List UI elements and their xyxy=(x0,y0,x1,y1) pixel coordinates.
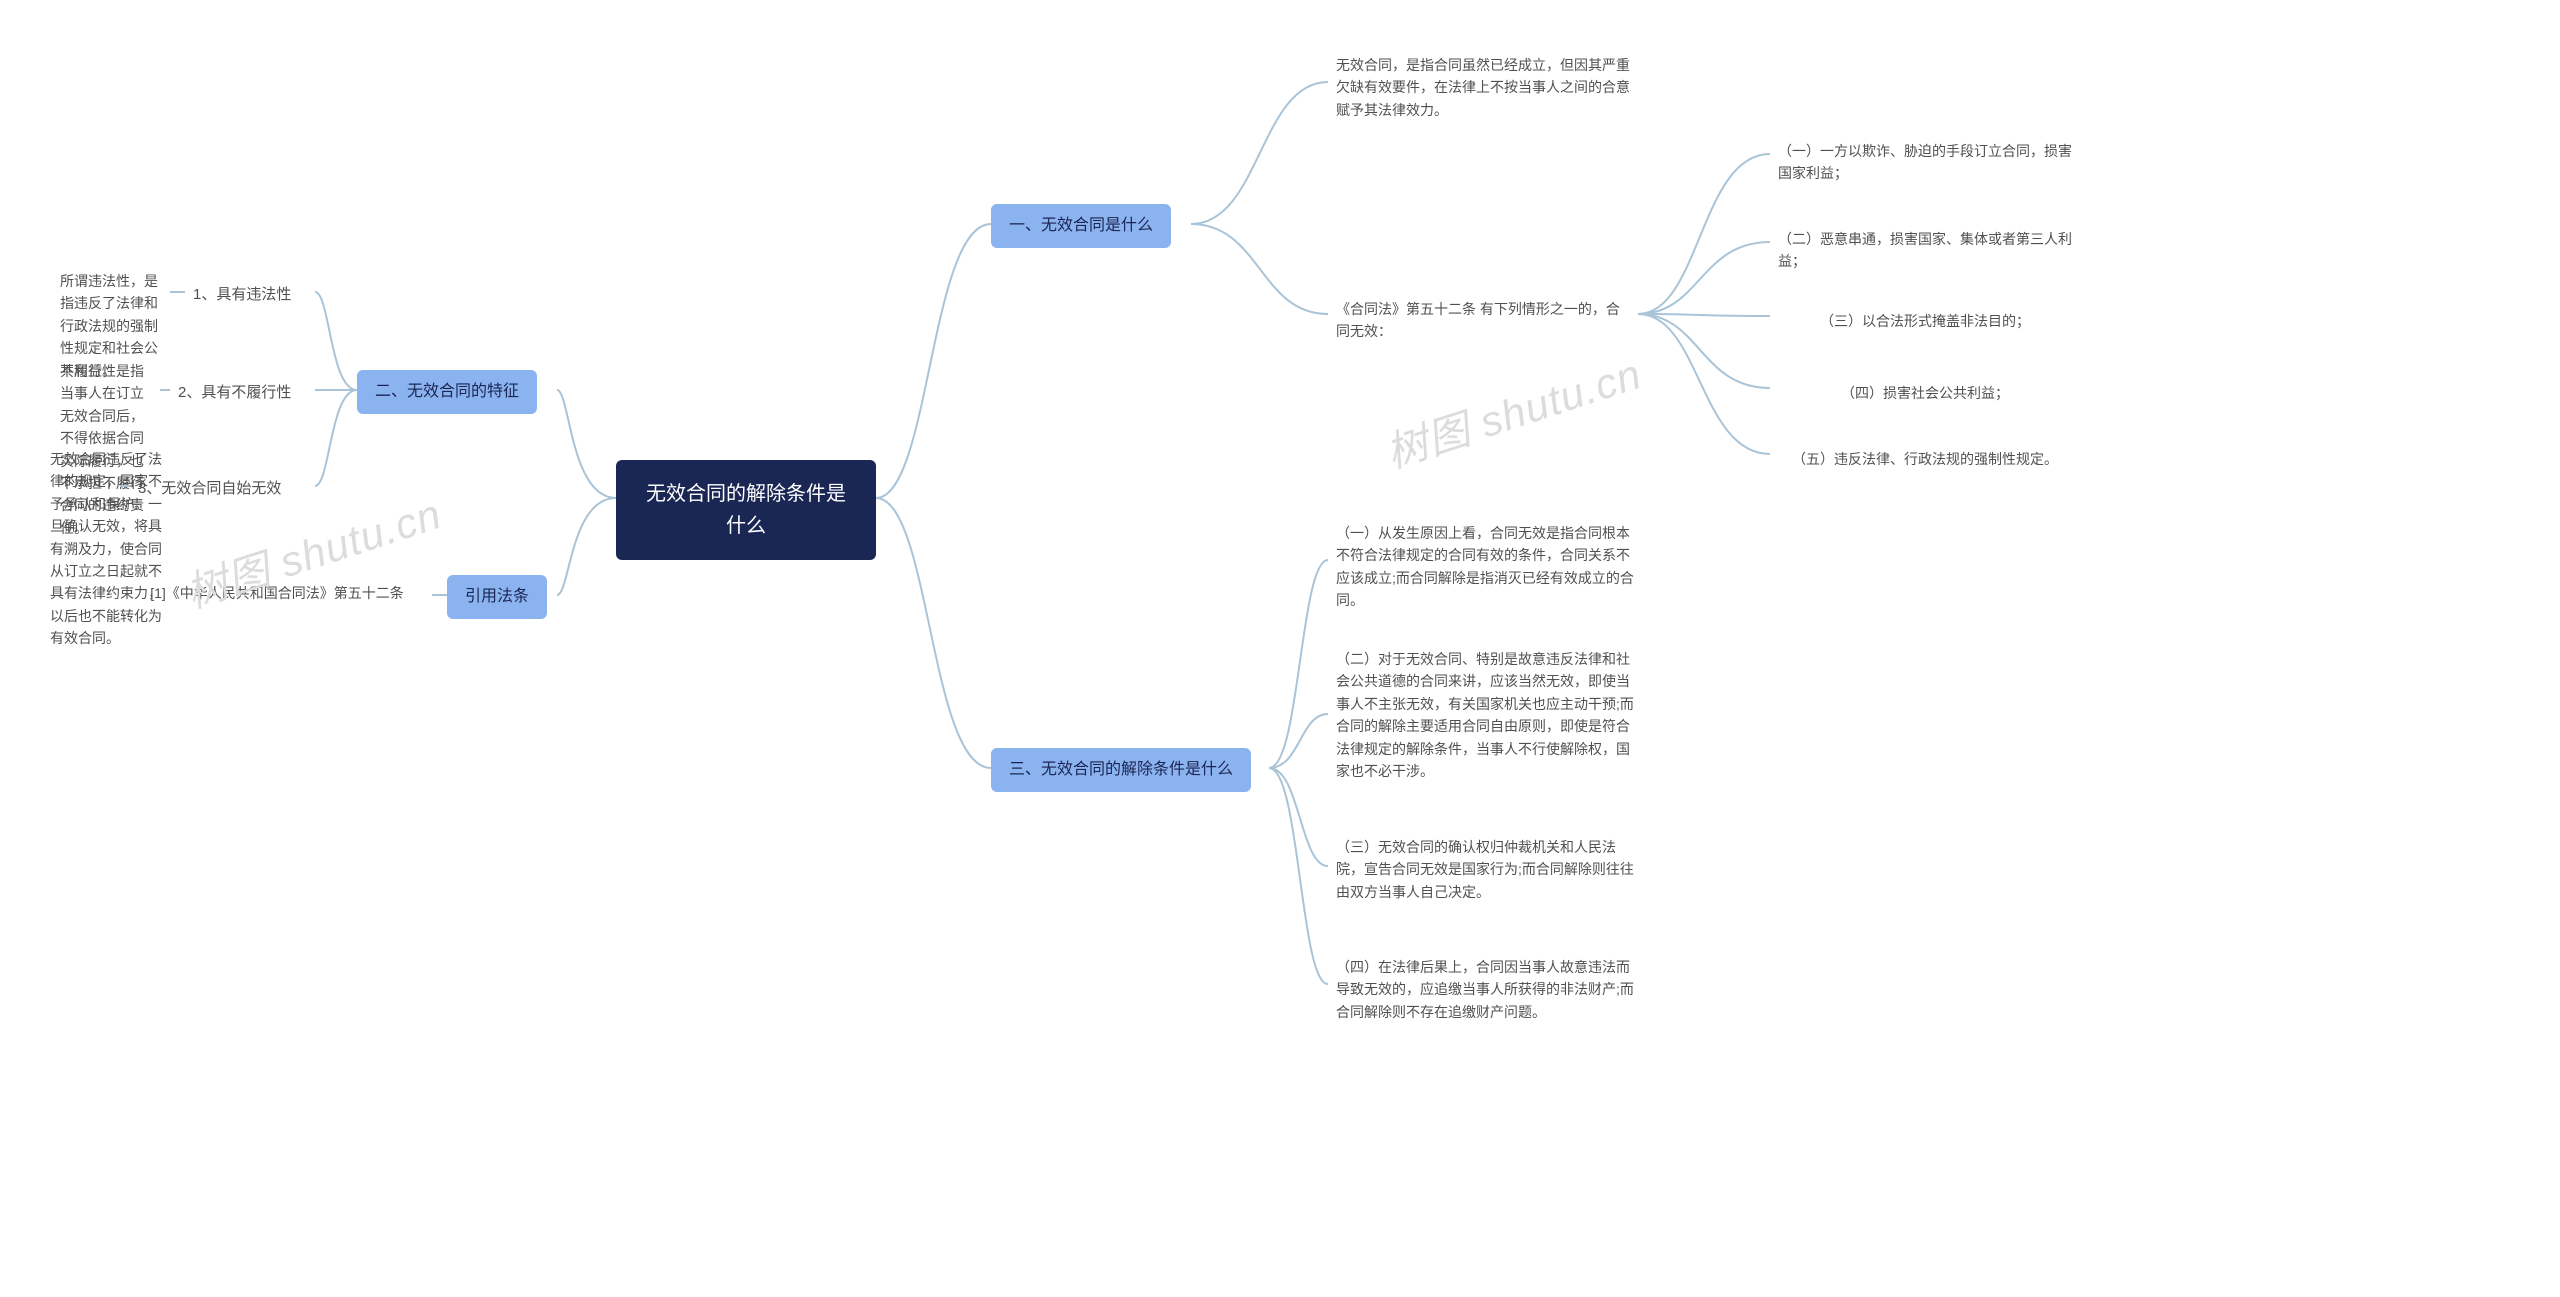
branch-right-2: 三、无效合同的解除条件是什么 xyxy=(991,748,1251,792)
leaf-r2-2: （二）对于无效合同、特别是故意违反法律和社会公共道德的合同来讲，应该当然无效，即… xyxy=(1328,644,1648,786)
leaf-r1-2-3: （三）以合法形式掩盖非法目的； xyxy=(1770,306,2080,336)
leaf-l1-3-1: 无效合同违反了法律的规定，国家不予承认和保护。一旦确认无效，将具有溯及力，使合同… xyxy=(0,444,170,654)
branch-left-1: 二、无效合同的特征 xyxy=(357,370,537,414)
sub-r1-2: 《合同法》第五十二条 有下列情形之一的，合同无效： xyxy=(1328,294,1638,347)
root-node: 无效合同的解除条件是什么 xyxy=(616,460,876,560)
leaf-r2-4: （四）在法律后果上，合同因当事人故意违法而导致无效的，应追缴当事人所获得的非法财… xyxy=(1328,952,1648,1027)
leaf-r1-2-5: （五）违反法律、行政法规的强制性规定。 xyxy=(1770,444,2080,474)
leaf-l2-1: [1]《中华人民共和国合同法》第五十二条 xyxy=(122,578,432,608)
leaf-r2-1: （一）从发生原因上看，合同无效是指合同根本不符合法律规定的合同有效的条件，合同关… xyxy=(1328,518,1648,616)
sub-l1-1: 1、具有违法性 xyxy=(185,280,299,311)
connectors xyxy=(0,0,2560,1297)
leaf-r1-2-1: （一）一方以欺诈、胁迫的手段订立合同，损害国家利益； xyxy=(1770,136,2080,189)
sub-l1-2: 2、具有不履行性 xyxy=(170,378,299,409)
branch-right-1: 一、无效合同是什么 xyxy=(991,204,1171,248)
watermark-2: 树图 shutu.cn xyxy=(1377,340,1648,480)
leaf-r1-2-4: （四）损害社会公共利益； xyxy=(1770,378,2080,408)
leaf-r1-1: 无效合同，是指合同虽然已经成立，但因其严重欠缺有效要件，在法律上不按当事人之间的… xyxy=(1328,50,1648,125)
leaf-r2-3: （三）无效合同的确认权归仲裁机关和人民法院，宣告合同无效是国家行为;而合同解除则… xyxy=(1328,832,1648,907)
leaf-r1-2-2: （二）恶意串通，损害国家、集体或者第三人利益； xyxy=(1770,224,2080,277)
branch-left-2: 引用法条 xyxy=(447,575,547,619)
